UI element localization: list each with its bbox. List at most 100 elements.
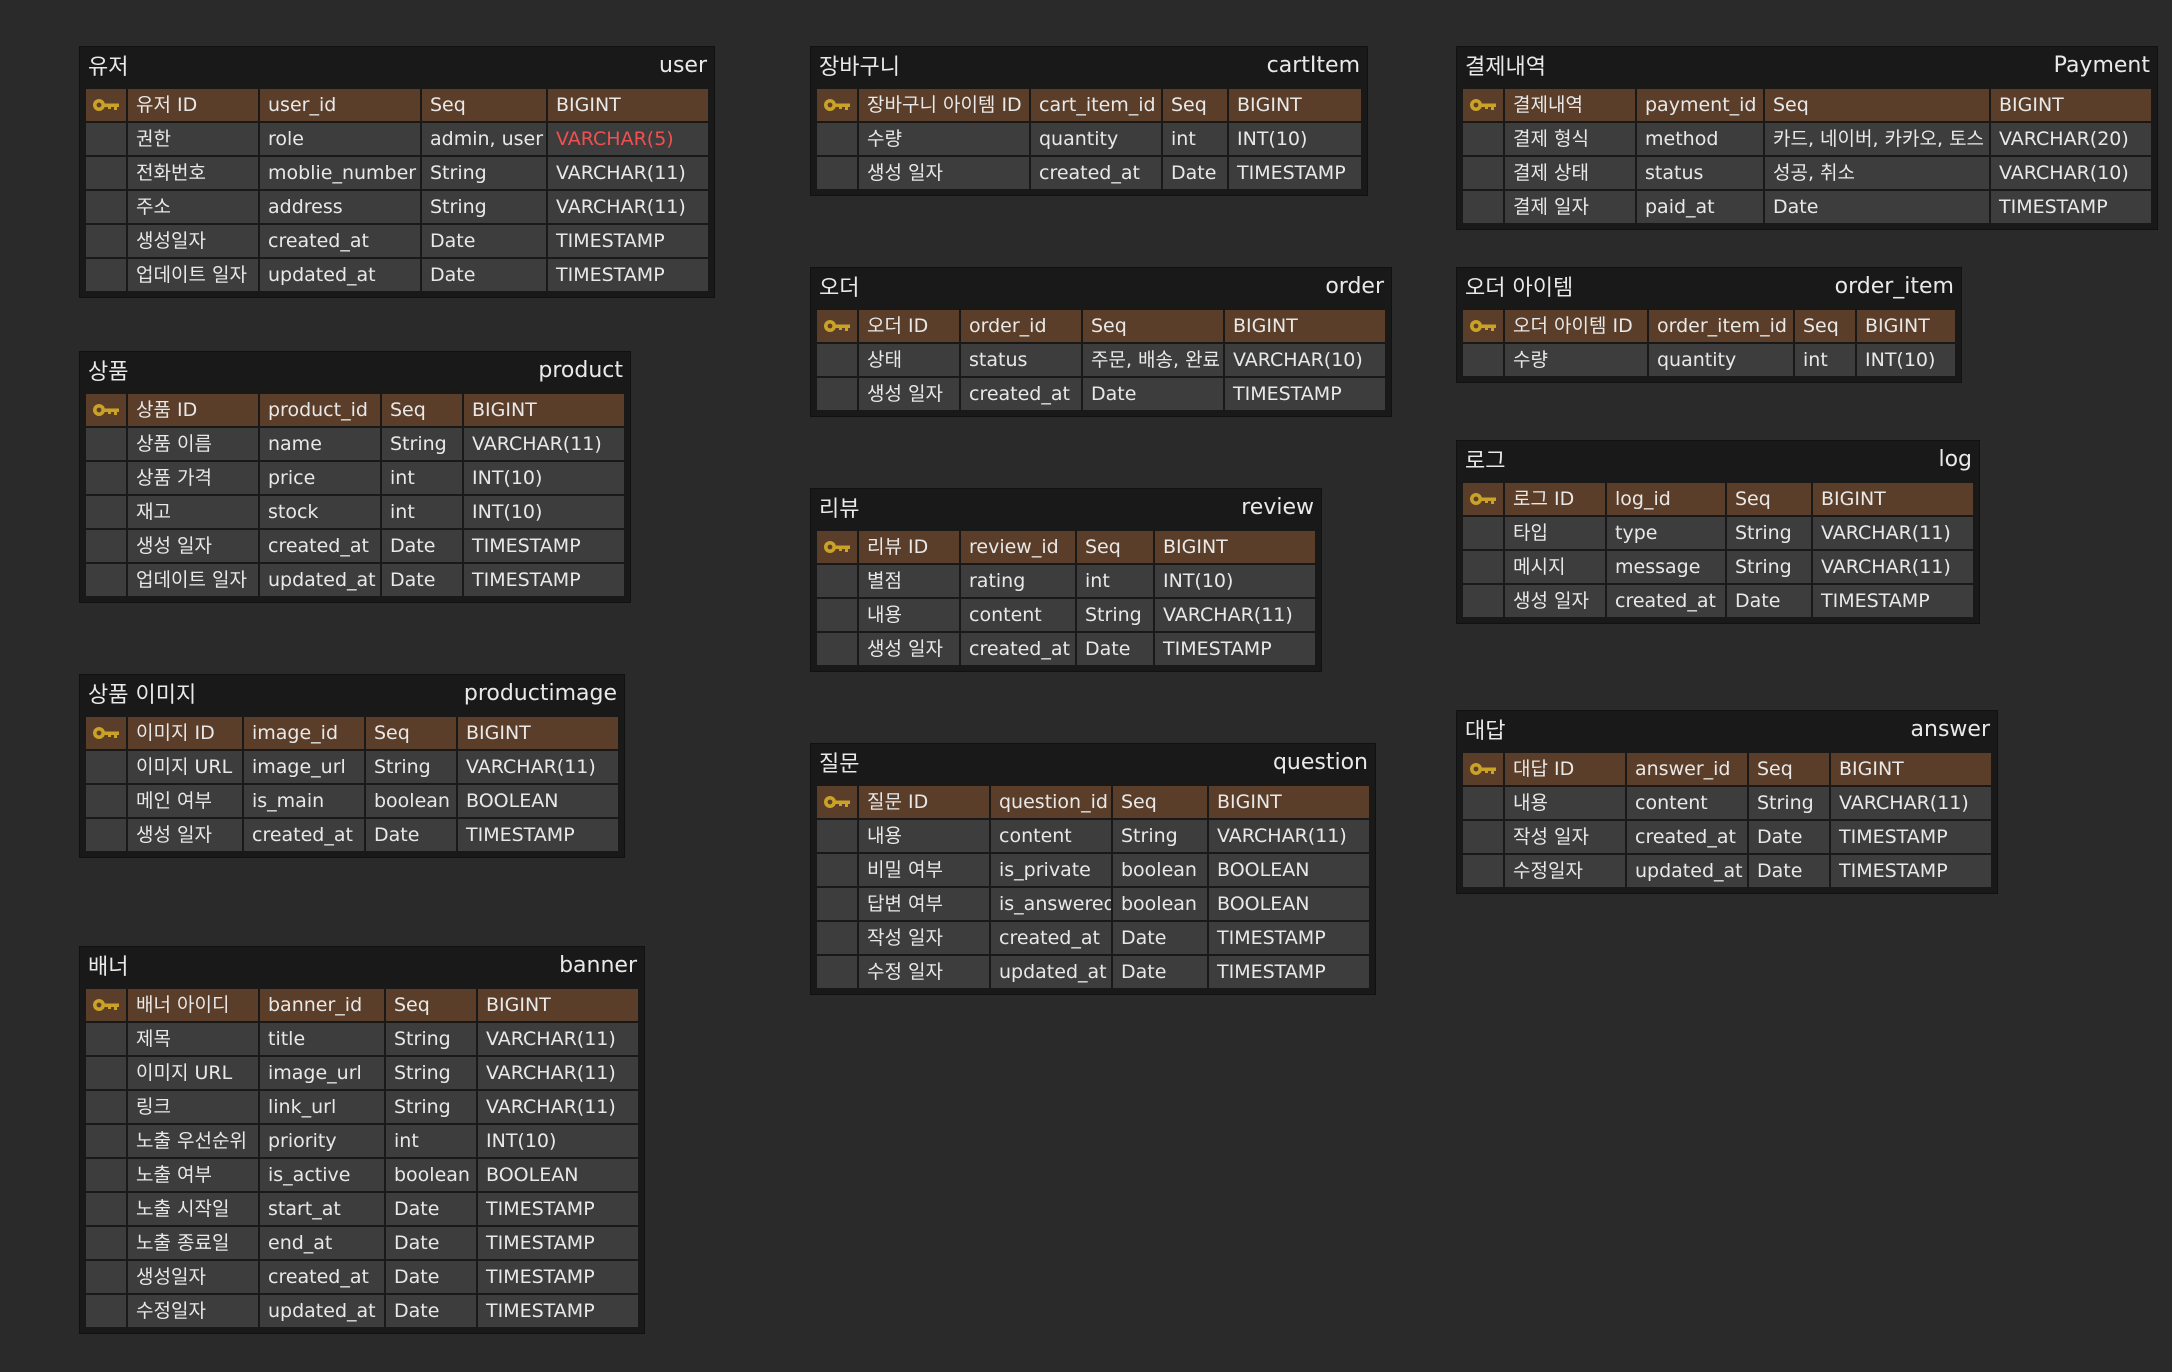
domain-cell: Seq xyxy=(1727,483,1811,515)
column-row[interactable]: 업데이트 일자 updated_at Date TIMESTAMP xyxy=(86,259,708,291)
physical-name-cell: paid_at xyxy=(1637,191,1763,223)
table-log[interactable]: 로그 log 로그 ID log_id Seq BIGINT 타입 type String VAR… xyxy=(1457,441,1979,623)
table-question[interactable]: 질문 question 질문 ID question_id Seq BIGINT 내용 con… xyxy=(811,744,1375,994)
column-row[interactable]: 재고 stock int INT(10) xyxy=(86,496,624,528)
column-row[interactable]: 노출 종료일 end_at Date TIMESTAMP xyxy=(86,1227,638,1259)
row-marker xyxy=(86,123,126,155)
column-row[interactable]: 내용 content String VARCHAR(11) xyxy=(817,599,1315,631)
table-answer[interactable]: 대답 answer 대답 ID answer_id Seq BIGINT 내용 content… xyxy=(1457,711,1997,893)
logical-name-cell: 작성 일자 xyxy=(1505,821,1625,853)
column-row[interactable]: 수정일자 updated_at Date TIMESTAMP xyxy=(86,1295,638,1327)
column-row[interactable]: 메시지 message String VARCHAR(11) xyxy=(1463,551,1973,583)
row-marker xyxy=(86,191,126,223)
data-type-cell: TIMESTAMP xyxy=(1831,821,1991,853)
physical-name-cell: is_active xyxy=(260,1159,384,1191)
table-header: 질문 question xyxy=(811,744,1375,780)
column-row[interactable]: 결제 일자 paid_at Date TIMESTAMP xyxy=(1463,191,2151,223)
column-row[interactable]: 결제 상태 status 성공, 취소 VARCHAR(10) xyxy=(1463,157,2151,189)
primary-key-row[interactable]: 대답 ID answer_id Seq BIGINT xyxy=(1463,753,1991,785)
table-cartitem[interactable]: 장바구니 cartItem 장바구니 아이템 ID cart_item_id Seq BI… xyxy=(811,47,1367,195)
column-row[interactable]: 생성 일자 created_at Date TIMESTAMP xyxy=(817,157,1361,189)
data-type-cell: VARCHAR(11) xyxy=(478,1057,638,1089)
table-payment[interactable]: 결제내역 Payment 결제내역 payment_id Seq BIGINT 결제 형식 m… xyxy=(1457,47,2157,229)
column-row[interactable]: 상태 status 주문, 배송, 완료 VARCHAR(10) xyxy=(817,344,1385,376)
column-row[interactable]: 작성 일자 created_at Date TIMESTAMP xyxy=(817,922,1369,954)
column-row[interactable]: 이미지 URL image_url String VARCHAR(11) xyxy=(86,751,618,783)
primary-key-row[interactable]: 리뷰 ID review_id Seq BIGINT xyxy=(817,531,1315,563)
column-row[interactable]: 수량 quantity int INT(10) xyxy=(1463,344,1955,376)
domain-cell: Seq xyxy=(1163,89,1227,121)
domain-cell: Date xyxy=(1113,956,1207,988)
primary-key-row[interactable]: 상품 ID product_id Seq BIGINT xyxy=(86,394,624,426)
column-row[interactable]: 전화번호 moblie_number String VARCHAR(11) xyxy=(86,157,708,189)
logical-name-cell: 생성일자 xyxy=(128,225,258,257)
column-row[interactable]: 생성 일자 created_at Date TIMESTAMP xyxy=(86,819,618,851)
physical-name-cell: product_id xyxy=(260,394,380,426)
primary-key-row[interactable]: 결제내역 payment_id Seq BIGINT xyxy=(1463,89,2151,121)
table-banner[interactable]: 배너 banner 배너 아이디 banner_id Seq BIGINT 제목 title S… xyxy=(80,947,644,1333)
data-type-cell: VARCHAR(10) xyxy=(1225,344,1385,376)
column-row[interactable]: 주소 address String VARCHAR(11) xyxy=(86,191,708,223)
logical-name-cell: 결제 형식 xyxy=(1505,123,1635,155)
data-type-cell: INT(10) xyxy=(1155,565,1315,597)
data-type-cell: BOOLEAN xyxy=(1209,854,1369,886)
logical-name-cell: 비밀 여부 xyxy=(859,854,989,886)
column-row[interactable]: 생성일자 created_at Date TIMESTAMP xyxy=(86,1261,638,1293)
domain-cell: boolean xyxy=(366,785,456,817)
column-row[interactable]: 메인 여부 is_main boolean BOOLEAN xyxy=(86,785,618,817)
column-row[interactable]: 별점 rating int INT(10) xyxy=(817,565,1315,597)
column-row[interactable]: 수정일자 updated_at Date TIMESTAMP xyxy=(1463,855,1991,887)
table-product[interactable]: 상품 product 상품 ID product_id Seq BIGINT 상품 이름 na… xyxy=(80,352,630,602)
table-order_item[interactable]: 오더 아이템 order_item 오더 아이템 ID order_item_id Se… xyxy=(1457,268,1961,382)
domain-cell: Date xyxy=(366,819,456,851)
table-title-en: Payment xyxy=(2053,52,2150,78)
table-order[interactable]: 오더 order 오더 ID order_id Seq BIGINT 상태 status 주문,… xyxy=(811,268,1391,416)
column-row[interactable]: 생성 일자 created_at Date TIMESTAMP xyxy=(1463,585,1973,617)
physical-name-cell: order_id xyxy=(961,310,1081,342)
table-user[interactable]: 유저 user 유저 ID user_id Seq BIGINT 권한 role admin, … xyxy=(80,47,714,297)
physical-name-cell: updated_at xyxy=(260,564,380,596)
column-row[interactable]: 노출 우선순위 priority int INT(10) xyxy=(86,1125,638,1157)
primary-key-row[interactable]: 질문 ID question_id Seq BIGINT xyxy=(817,786,1369,818)
column-row[interactable]: 생성 일자 created_at Date TIMESTAMP xyxy=(817,633,1315,665)
primary-key-row[interactable]: 배너 아이디 banner_id Seq BIGINT xyxy=(86,989,638,1021)
column-row[interactable]: 내용 content String VARCHAR(11) xyxy=(817,820,1369,852)
primary-key-row[interactable]: 장바구니 아이템 ID cart_item_id Seq BIGINT xyxy=(817,89,1361,121)
primary-key-row[interactable]: 유저 ID user_id Seq BIGINT xyxy=(86,89,708,121)
column-row[interactable]: 제목 title String VARCHAR(11) xyxy=(86,1023,638,1055)
column-row[interactable]: 링크 link_url String VARCHAR(11) xyxy=(86,1091,638,1123)
column-row[interactable]: 상품 가격 price int INT(10) xyxy=(86,462,624,494)
column-row[interactable]: 권한 role admin, user VARCHAR(5) xyxy=(86,123,708,155)
column-row[interactable]: 생성일자 created_at Date TIMESTAMP xyxy=(86,225,708,257)
domain-cell: String xyxy=(1749,787,1829,819)
column-row[interactable]: 작성 일자 created_at Date TIMESTAMP xyxy=(1463,821,1991,853)
table-productimage[interactable]: 상품 이미지 productimage 이미지 ID image_id Seq BIGIN… xyxy=(80,675,624,857)
column-row[interactable]: 결제 형식 method 카드, 네이버, 카카오, 토스 VARCHAR(20) xyxy=(1463,123,2151,155)
column-row[interactable]: 노출 여부 is_active boolean BOOLEAN xyxy=(86,1159,638,1191)
physical-name-cell: created_at xyxy=(991,922,1111,954)
data-type-cell: VARCHAR(5) xyxy=(548,123,708,155)
primary-key-row[interactable]: 오더 ID order_id Seq BIGINT xyxy=(817,310,1385,342)
column-row[interactable]: 노출 시작일 start_at Date TIMESTAMP xyxy=(86,1193,638,1225)
logical-name-cell: 메시지 xyxy=(1505,551,1605,583)
primary-key-row[interactable]: 로그 ID log_id Seq BIGINT xyxy=(1463,483,1973,515)
column-row[interactable]: 업데이트 일자 updated_at Date TIMESTAMP xyxy=(86,564,624,596)
domain-cell: Seq xyxy=(386,989,476,1021)
column-row[interactable]: 상품 이름 name String VARCHAR(11) xyxy=(86,428,624,460)
column-row[interactable]: 답변 여부 is_answered boolean BOOLEAN xyxy=(817,888,1369,920)
column-row[interactable]: 생성 일자 created_at Date TIMESTAMP xyxy=(817,378,1385,410)
column-row[interactable]: 타입 type String VARCHAR(11) xyxy=(1463,517,1973,549)
primary-key-row[interactable]: 오더 아이템 ID order_item_id Seq BIGINT xyxy=(1463,310,1955,342)
column-row[interactable]: 내용 content String VARCHAR(11) xyxy=(1463,787,1991,819)
logical-name-cell: 링크 xyxy=(128,1091,258,1123)
column-row[interactable]: 생성 일자 created_at Date TIMESTAMP xyxy=(86,530,624,562)
column-row[interactable]: 수정 일자 updated_at Date TIMESTAMP xyxy=(817,956,1369,988)
table-review[interactable]: 리뷰 review 리뷰 ID review_id Seq BIGINT 별점 rating i… xyxy=(811,489,1321,671)
row-marker xyxy=(1463,787,1503,819)
column-row[interactable]: 이미지 URL image_url String VARCHAR(11) xyxy=(86,1057,638,1089)
column-row[interactable]: 수량 quantity int INT(10) xyxy=(817,123,1361,155)
physical-name-cell: content xyxy=(961,599,1075,631)
physical-name-cell: title xyxy=(260,1023,384,1055)
primary-key-row[interactable]: 이미지 ID image_id Seq BIGINT xyxy=(86,717,618,749)
column-row[interactable]: 비밀 여부 is_private boolean BOOLEAN xyxy=(817,854,1369,886)
